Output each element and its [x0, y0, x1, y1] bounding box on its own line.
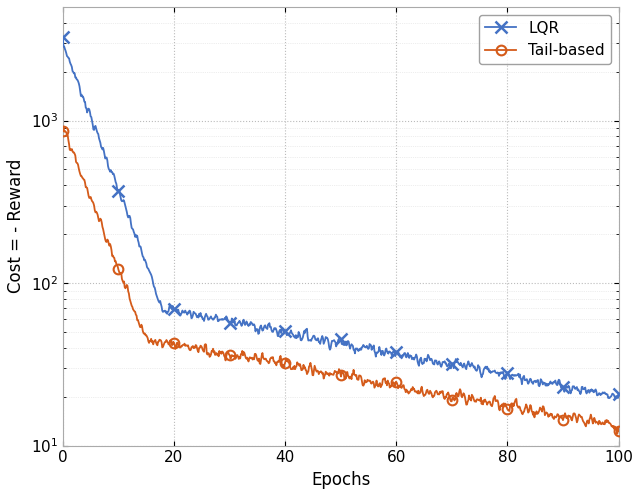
- X-axis label: Epochs: Epochs: [311, 471, 371, 489]
- Y-axis label: Cost = - Reward: Cost = - Reward: [7, 159, 25, 294]
- Legend: LQR, Tail-based: LQR, Tail-based: [479, 14, 611, 64]
